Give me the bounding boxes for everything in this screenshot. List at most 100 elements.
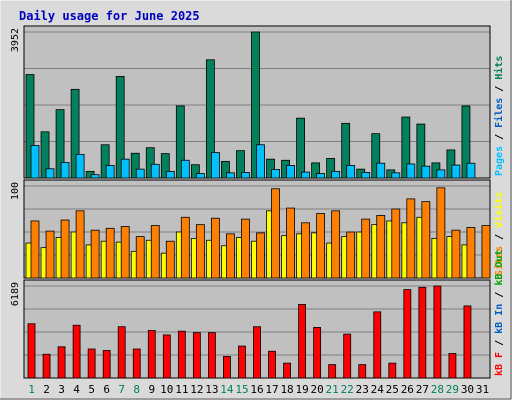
x-tick-label: 8 xyxy=(133,383,140,396)
x-tick-label: 18 xyxy=(280,383,293,396)
y-max-label: 100 xyxy=(10,182,21,200)
y-max-label: 6189 xyxy=(10,282,21,306)
bar-sites-day-20 xyxy=(316,213,326,279)
bar-files-day-1 xyxy=(30,145,40,179)
bar-hits-day-4 xyxy=(70,88,80,179)
x-tick-label: 27 xyxy=(416,383,429,396)
legend-kb: kB F / kB In / kB Out xyxy=(494,250,505,376)
bar-files-day-17 xyxy=(271,169,280,179)
legend-entry: kB In xyxy=(494,304,505,334)
bar-hits-day-3 xyxy=(55,109,65,179)
bar-sites-day-18 xyxy=(286,207,295,279)
x-tick-label: 9 xyxy=(148,383,155,396)
x-axis: 1 2 3 4 5 6 7 8 9 10 11 12 13 14 15 16 17 18 19 20 21 22 23 24 2… xyxy=(28,383,489,396)
bar-kb-f-day-16 xyxy=(253,326,261,379)
x-tick-label: 28 xyxy=(431,383,444,396)
bar-kb-f-day-26 xyxy=(403,289,412,379)
x-tick-label: 13 xyxy=(205,383,218,396)
bar-sites-day-27 xyxy=(421,201,431,279)
bar-sites-day-1 xyxy=(30,220,40,279)
y-max-label: 3952 xyxy=(10,28,21,52)
bar-sites-day-23 xyxy=(361,218,371,279)
legend-entry: / xyxy=(494,228,505,246)
x-tick-label: 20 xyxy=(311,383,324,396)
bar-kb-f-day-29 xyxy=(448,353,457,379)
x-tick-label: 24 xyxy=(371,383,385,396)
panel-kb: 6189 kB F / kB In / kB Out xyxy=(10,250,505,379)
bar-hits-day-27 xyxy=(416,123,426,179)
bar-hits-day-9 xyxy=(145,147,155,179)
x-tick-label: 16 xyxy=(250,383,263,396)
legend-entry: kB Out xyxy=(494,250,505,286)
bar-sites-day-5 xyxy=(90,229,100,279)
bar-sites-day-29 xyxy=(451,229,461,279)
bar-files-day-19 xyxy=(301,171,310,179)
bar-kb-f-day-18 xyxy=(283,362,291,379)
bar-kb-f-day-15 xyxy=(238,345,246,379)
bar-files-day-14 xyxy=(226,172,235,179)
chart-title: Daily usage for June 2025 xyxy=(19,9,200,23)
bar-files-day-28 xyxy=(436,169,446,179)
bar-files-day-5 xyxy=(90,174,100,179)
bar-sites-day-16 xyxy=(256,232,265,279)
legend-hits-files-pages: Pages / Files / Hits xyxy=(493,56,505,176)
bar-files-day-29 xyxy=(451,164,461,179)
x-tick-label: 23 xyxy=(356,383,369,396)
panel-hits-files-pages: 3952 Pages / Files / Hits xyxy=(10,25,505,179)
bar-files-day-20 xyxy=(316,173,326,179)
bar-files-day-10 xyxy=(165,170,175,179)
x-tick-label: 26 xyxy=(401,383,414,396)
bar-hits-day-17 xyxy=(266,158,275,179)
bar-hits-day-29 xyxy=(446,149,456,179)
x-tick-label: 10 xyxy=(160,383,173,396)
bar-files-day-12 xyxy=(195,173,205,179)
x-tick-label: 1 xyxy=(28,383,35,396)
x-tick-label: 22 xyxy=(341,383,354,396)
bar-files-day-13 xyxy=(210,152,220,179)
bar-files-day-2 xyxy=(45,168,55,179)
bar-sites-day-31 xyxy=(481,225,491,279)
x-tick-label: 30 xyxy=(461,383,474,396)
bar-hits-day-8 xyxy=(130,152,140,179)
bar-hits-day-20 xyxy=(311,162,321,179)
bar-files-day-18 xyxy=(286,165,295,179)
bar-sites-day-28 xyxy=(436,187,446,279)
bar-kb-f-day-6 xyxy=(102,350,111,379)
legend-entry: Files xyxy=(493,98,505,128)
bar-hits-day-14 xyxy=(221,160,230,179)
legend-entry: Pages xyxy=(494,146,505,176)
bar-kb-f-day-17 xyxy=(268,350,276,379)
bar-sites-day-3 xyxy=(60,219,70,279)
bar-kb-f-day-7 xyxy=(117,326,126,379)
bar-hits-day-16 xyxy=(251,31,260,179)
legend-visits-sites: Sites / Visits xyxy=(493,192,505,276)
bar-kb-f-day-3 xyxy=(57,346,66,379)
bar-files-day-9 xyxy=(150,163,160,179)
bar-files-day-8 xyxy=(135,168,145,179)
bar-kb-f-day-30 xyxy=(463,305,472,379)
legend-entry: / xyxy=(494,80,505,98)
bar-hits-day-1 xyxy=(25,74,35,179)
bar-kb-f-day-8 xyxy=(132,348,141,379)
bar-kb-f-day-28 xyxy=(433,285,442,379)
bar-sites-day-24 xyxy=(376,215,386,279)
legend-entry: / xyxy=(494,286,505,304)
bar-kb-f-day-4 xyxy=(72,324,81,379)
bar-kb-f-day-1 xyxy=(27,323,36,379)
legend-entry: Hits xyxy=(493,56,505,80)
bar-kb-f-day-2 xyxy=(42,353,51,379)
x-tick-label: 19 xyxy=(295,383,308,396)
bar-kb-f-day-10 xyxy=(162,334,171,379)
bar-files-day-21 xyxy=(331,170,341,179)
x-tick-label: 6 xyxy=(103,383,110,396)
bar-hits-day-24 xyxy=(371,133,381,179)
bar-sites-day-13 xyxy=(210,217,220,279)
bar-kb-f-day-25 xyxy=(388,362,397,379)
bar-hits-day-22 xyxy=(341,122,351,179)
bar-hits-day-11 xyxy=(175,105,185,179)
bar-sites-day-7 xyxy=(120,226,130,279)
x-tick-label: 25 xyxy=(386,383,399,396)
bar-kb-f-day-21 xyxy=(328,364,337,379)
